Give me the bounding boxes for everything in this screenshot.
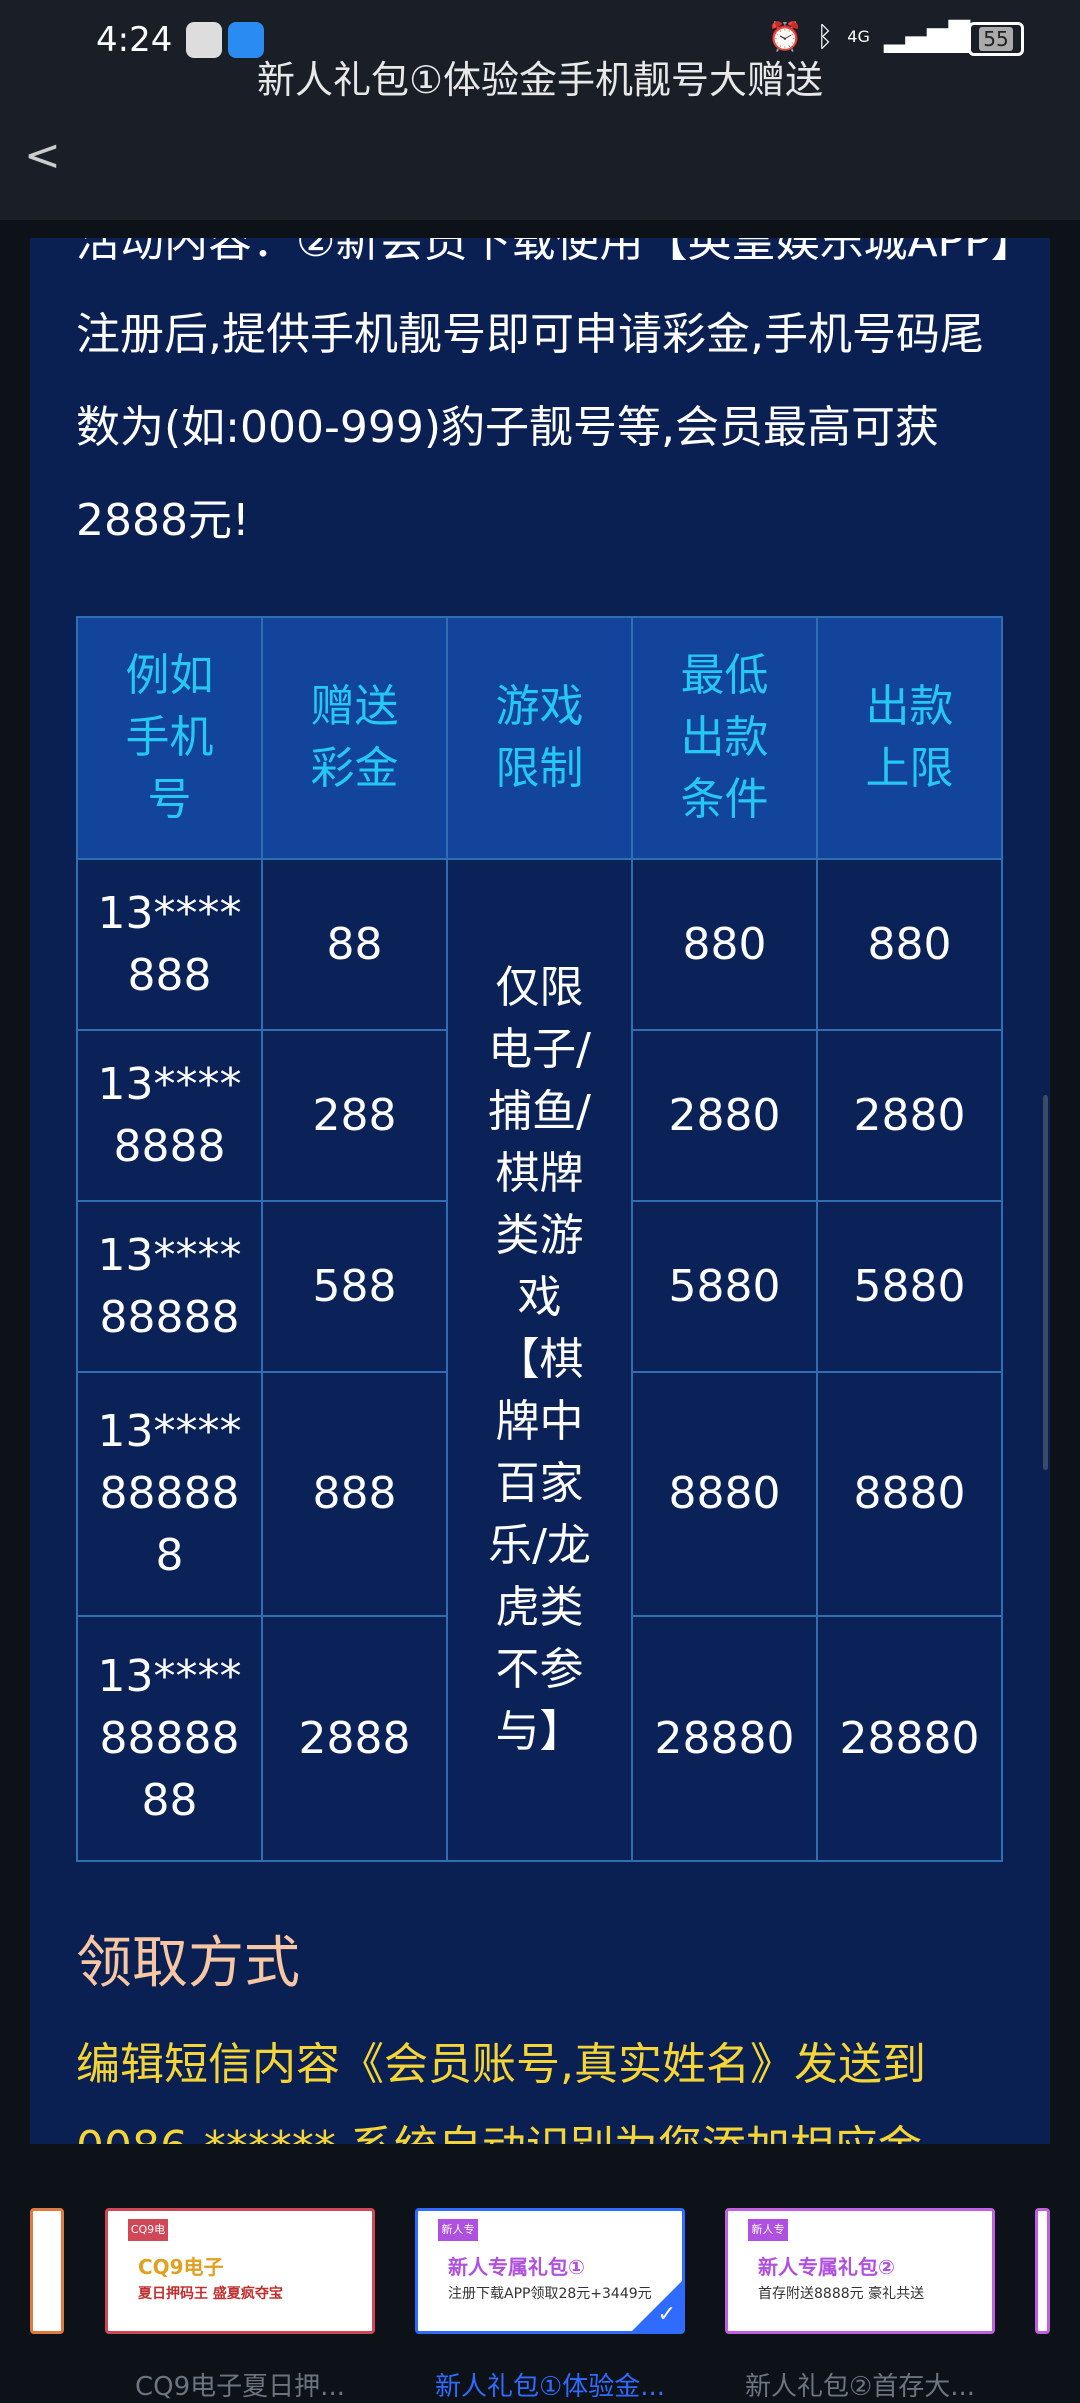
header-cell: 出款 上限 — [816, 616, 1003, 860]
signal-icon: ▂▄▆█ — [883, 20, 970, 53]
promo-title: CQ9电子 — [138, 2255, 224, 2279]
scrollbar[interactable] — [1043, 1095, 1048, 1470]
promo-thumb[interactable]: 新人专享 新人专属礼包② 首存附送8888元 豪礼共送 — [725, 2208, 995, 2334]
bonus-cell: 888 — [261, 1371, 448, 1617]
game-limit-cell: 仅限 电子/ 捕鱼/ 棋牌 类游 戏 【棋 牌中 百家 乐/龙 虎类 不参 与】 — [446, 858, 633, 1862]
promo-label[interactable]: CQ9电子夏日押... — [135, 2372, 345, 2402]
promo-title: 新人专属礼包① — [448, 2255, 585, 2279]
bonus-cell: 88 — [261, 858, 448, 1031]
phone-cell: 13**** 88888 8 — [76, 1371, 263, 1617]
max-cell: 2880 — [816, 1029, 1003, 1202]
status-bar: 4:24 ⏰ ᛒ 4G ▂▄▆█ 55 — [0, 0, 1080, 80]
header-cell: 最低 出款 条件 — [631, 616, 818, 860]
promo-tag: 新人专享 — [438, 2219, 478, 2258]
claim-text: 编辑短信内容《会员账号,真实姓名》发送到 0086-******,系统自动识别为… — [76, 2023, 1036, 2144]
table-row: 13**** 888 88 仅限 电子/ 捕鱼/ 棋牌 类游 戏 【棋 牌中 百… — [76, 858, 1003, 1862]
min-cell: 2880 — [631, 1029, 818, 1202]
phone-cell: 13**** 888 — [76, 858, 263, 1031]
app-header: < — [0, 80, 1080, 220]
promo-label-active[interactable]: 新人礼包①体验金... — [434, 2372, 666, 2402]
max-cell: 880 — [816, 858, 1003, 1031]
table-row: 13**** 8888 288 2880 2880 — [76, 1029, 1003, 1202]
min-cell: 28880 — [631, 1615, 818, 1862]
selected-corner — [632, 2281, 682, 2331]
max-cell: 8880 — [816, 1371, 1003, 1617]
notification-app-icon — [186, 22, 222, 58]
header-cell: 赠送 彩金 — [261, 616, 448, 860]
bonus-cell: 288 — [261, 1029, 448, 1202]
phone-cell: 13**** 88888 88 — [76, 1615, 263, 1862]
bonus-table: 例如 手机 号 赠送 彩金 游戏 限制 最低 出款 条件 出款 上限 13***… — [76, 616, 1003, 1862]
table-header-row: 例如 手机 号 赠送 彩金 游戏 限制 最低 出款 条件 出款 上限 — [76, 616, 1003, 860]
promo-subtitle: 首存附送8888元 豪礼共送 — [758, 2286, 925, 2302]
bonus-cell: 588 — [261, 1200, 448, 1373]
phone-cell: 13**** 88888 — [76, 1200, 263, 1373]
content-panel[interactable]: 活动内容：②新会员下载使用【英皇娱乐城APP】注册后,提供手机靓号即可申请彩金,… — [30, 238, 1050, 2144]
claim-line: 0086-******,系统自动识别为您添加相应金 — [76, 2106, 1036, 2144]
claim-line: 编辑短信内容《会员账号,真实姓名》发送到 — [76, 2039, 926, 2090]
promo-thumb-partial[interactable] — [30, 2208, 64, 2334]
claim-heading: 领取方式 — [76, 1931, 300, 1996]
table-row: 13**** 88888 588 5880 5880 — [76, 1200, 1003, 1373]
min-cell: 8880 — [631, 1371, 818, 1617]
network-label: 4G — [847, 27, 870, 46]
promo-tag: 新人专享 — [748, 2219, 788, 2258]
phone-cell: 13**** 8888 — [76, 1029, 263, 1202]
header-cell: 例如 手机 号 — [76, 616, 263, 860]
table-row: 13**** 88888 8 888 8880 8880 — [76, 1371, 1003, 1617]
promo-subtitle: 注册下载APP领取28元+3449元 — [448, 2286, 652, 2302]
checkmark-icon: ✓ — [657, 2302, 676, 2327]
chevron-left-icon[interactable]: < — [24, 130, 61, 181]
promo-thumb[interactable]: CQ9电子 CQ9电子 夏日押码王 盛夏疯夺宝 — [105, 2208, 375, 2334]
browser-app-icon — [228, 22, 264, 58]
intro-text: 活动内容：②新会员下载使用【英皇娱乐城APP】注册后,提供手机靓号即可申请彩金,… — [76, 238, 1013, 546]
promo-subtitle: 夏日押码王 盛夏疯夺宝 — [138, 2286, 283, 2302]
max-cell: 5880 — [816, 1200, 1003, 1373]
alarm-icon: ⏰ — [767, 20, 803, 53]
promo-label[interactable]: 新人礼包②首存大... — [744, 2372, 976, 2402]
clock: 4:24 — [96, 20, 173, 60]
battery-icon: 55 — [968, 22, 1024, 56]
promo-thumb-partial[interactable] — [1035, 2208, 1050, 2334]
page-title: 新人礼包①体验金手机靓号大赠送 — [256, 58, 824, 102]
promo-tag: CQ9电子 — [128, 2219, 168, 2258]
max-cell: 28880 — [816, 1615, 1003, 1862]
min-cell: 880 — [631, 858, 818, 1031]
bluetooth-icon: ᛒ — [816, 20, 834, 53]
table-row: 13**** 88888 88 2888 28880 28880 — [76, 1615, 1003, 1862]
battery-level: 55 — [979, 27, 1013, 51]
promo-title: 新人专属礼包② — [758, 2255, 895, 2279]
bonus-cell: 2888 — [261, 1615, 448, 1862]
min-cell: 5880 — [631, 1200, 818, 1373]
promo-thumb-selected[interactable]: 新人专享 新人专属礼包① 注册下载APP领取28元+3449元 ✓ — [415, 2208, 685, 2334]
promo-carousel: CQ9电子 CQ9电子 夏日押码王 盛夏疯夺宝 新人专享 新人专属礼包① 注册下… — [0, 2144, 1080, 2402]
header-cell: 游戏 限制 — [446, 616, 633, 860]
